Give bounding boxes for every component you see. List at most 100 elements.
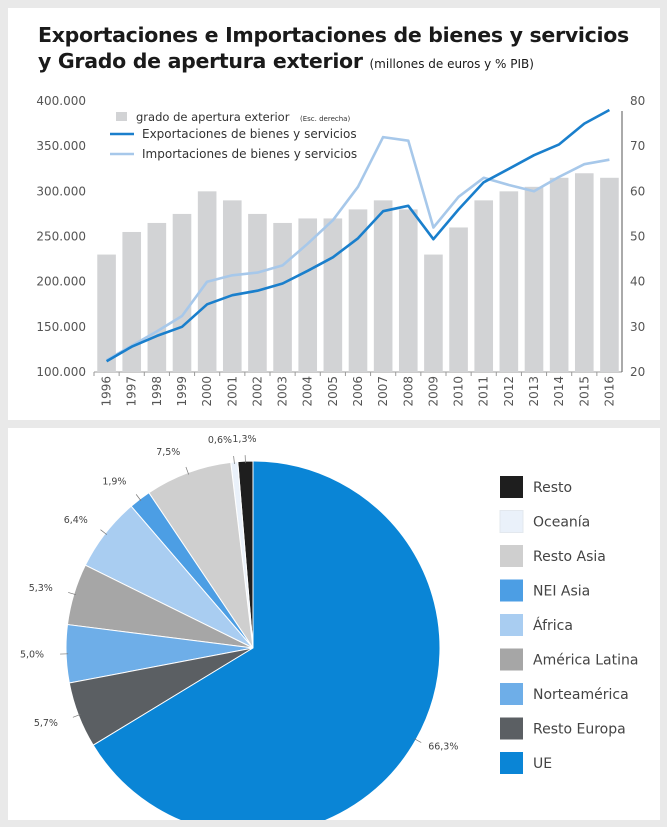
pie-leader-line [72, 714, 81, 718]
x-tick-label: 2014 [552, 376, 566, 407]
pie-slice-label: 6,4% [64, 515, 88, 526]
x-tick-label: 2000 [200, 376, 214, 407]
left-tick-label: 200.000 [36, 275, 86, 289]
left-tick-label: 250.000 [36, 230, 86, 244]
legend-label-7: Resto Europa [533, 722, 626, 738]
bar-2002 [248, 213, 267, 372]
x-tick-label: 2005 [326, 376, 340, 407]
legend-label-8: UE [533, 756, 552, 772]
x-tick-label: 2003 [276, 376, 290, 407]
right-tick-label: 40 [630, 275, 645, 289]
bar-2006 [348, 209, 368, 372]
chart-title-line1: Exportaciones e Importaciones de bienes … [38, 23, 629, 47]
left-tick-label: 350.000 [36, 139, 86, 153]
combo-chart: 400.000 350.000 300.000 250.000 200.000 150.0… [36, 94, 645, 407]
x-tick-label: 1998 [150, 376, 164, 407]
x-tick-label: 1996 [100, 376, 114, 407]
right-tick-label: 70 [630, 139, 645, 153]
chart-title-line2: y Grado de apertura exterior [38, 49, 363, 73]
right-tick-label: 20 [630, 365, 645, 379]
legend-swatch-8 [500, 752, 523, 774]
x-tick-label: 2016 [602, 376, 616, 407]
x-tick-label: 1997 [125, 376, 139, 407]
right-tick-label: 30 [630, 320, 645, 334]
legend-label-2: Resto Asia [533, 549, 606, 565]
bar-1997 [122, 231, 142, 372]
pie-leader-line [233, 455, 235, 464]
pie-leader-line [68, 592, 76, 596]
legend-swatch-6 [500, 683, 523, 705]
legend-label-imports: Importaciones de bienes y servicios [142, 147, 357, 161]
chart-title-unit: (millones de euros y % PIB) [369, 57, 534, 71]
pie-slice-label: 7,5% [156, 447, 180, 458]
left-tick-label: 100.000 [36, 365, 86, 379]
bar-2011 [474, 200, 494, 372]
left-tick-label: 150.000 [36, 320, 86, 334]
legend-label-5: América Latina [533, 653, 638, 669]
legend-note-bars: (Esc. derecha) [300, 115, 350, 123]
bar-2003 [273, 222, 292, 372]
pie-leader-line [100, 529, 108, 535]
right-tick-label: 80 [630, 94, 645, 108]
chart-title: Exportaciones e Importaciones de bienes … [38, 22, 629, 77]
x-tick-label: 2011 [477, 376, 491, 407]
bar-2008 [398, 209, 418, 372]
legend-label-3: NEI Asia [533, 584, 590, 600]
legend-swatch-5 [500, 648, 523, 671]
x-tick-label: 2009 [426, 376, 440, 407]
pie-slice-label: 5,3% [29, 583, 53, 594]
bar-2001 [222, 200, 242, 372]
combo-chart-panel: Exportaciones e Importaciones de bienes … [8, 8, 660, 420]
bar-2013 [524, 186, 544, 372]
legend-label-4: África [533, 617, 573, 634]
legend-label-6: Norteamérica [533, 687, 629, 703]
x-tick-label: 2013 [527, 376, 541, 407]
legend-swatch-bars [116, 112, 127, 121]
pie-slice-label: 66,3% [428, 741, 458, 752]
legend-label-1: Oceanía [533, 515, 590, 531]
pie-slice-label: 5,7% [34, 718, 58, 729]
legend-label-bars: grado de apertura exterior [136, 110, 290, 124]
x-tick-label: 2002 [250, 376, 264, 407]
right-tick-label: 50 [630, 230, 645, 244]
bar-2012 [499, 191, 519, 372]
pie-leader-line [185, 466, 190, 475]
bar-2015 [574, 173, 594, 372]
bar-2004 [298, 218, 318, 372]
x-tick-label: 2007 [376, 376, 390, 407]
pie-chart-panel: 1,3% 0,6% 7,5% 1,9% 6,4% 5,3% 5,0% 5,7% 66,3% Res… [8, 428, 660, 820]
exports-line [105, 108, 611, 363]
right-tick-label: 60 [630, 184, 645, 198]
bar-2014 [549, 177, 569, 372]
legend-swatch-0 [500, 476, 523, 498]
bar-1999 [172, 213, 192, 372]
pie-slice-label: 0,6% [208, 435, 232, 446]
left-tick-label: 400.000 [36, 94, 86, 108]
x-tick-label: 2008 [401, 376, 415, 407]
pie-slice-label: 5,0% [20, 650, 44, 661]
pie-chart: 1,3%0,6% 7,5% 1,9% 6,4% 5,3% 5,0% 5,7% 66,3% Res… [20, 434, 638, 820]
pie-leader-line [135, 494, 142, 501]
imports-line [105, 135, 610, 362]
bar-2016 [600, 177, 619, 372]
x-tick-label: 2012 [502, 376, 516, 407]
x-tick-label: 2015 [577, 376, 591, 407]
x-tick-label: 2006 [351, 376, 365, 407]
bar-1998 [147, 222, 167, 372]
bar-1996 [97, 254, 116, 372]
pie-slice-label: 1,9% [102, 477, 126, 488]
legend-swatch-7 [500, 717, 523, 740]
x-tick-label: 1999 [175, 376, 189, 407]
x-tick-label: 2001 [225, 376, 239, 407]
legend-swatch-3 [500, 579, 523, 602]
legend-swatch-2 [500, 545, 523, 567]
bar-2010 [449, 227, 468, 372]
left-tick-label: 300.000 [36, 184, 86, 198]
legend-label-0: Resto [533, 480, 572, 496]
bar-2009 [424, 254, 443, 372]
legend-label-exports: Exportaciones de bienes y servicios [142, 127, 357, 141]
pie-slice-label: 1,3% [232, 434, 256, 445]
x-tick-label: 2004 [301, 376, 315, 407]
x-tick-label: 2010 [452, 376, 466, 407]
legend-swatch-1 [499, 510, 524, 533]
